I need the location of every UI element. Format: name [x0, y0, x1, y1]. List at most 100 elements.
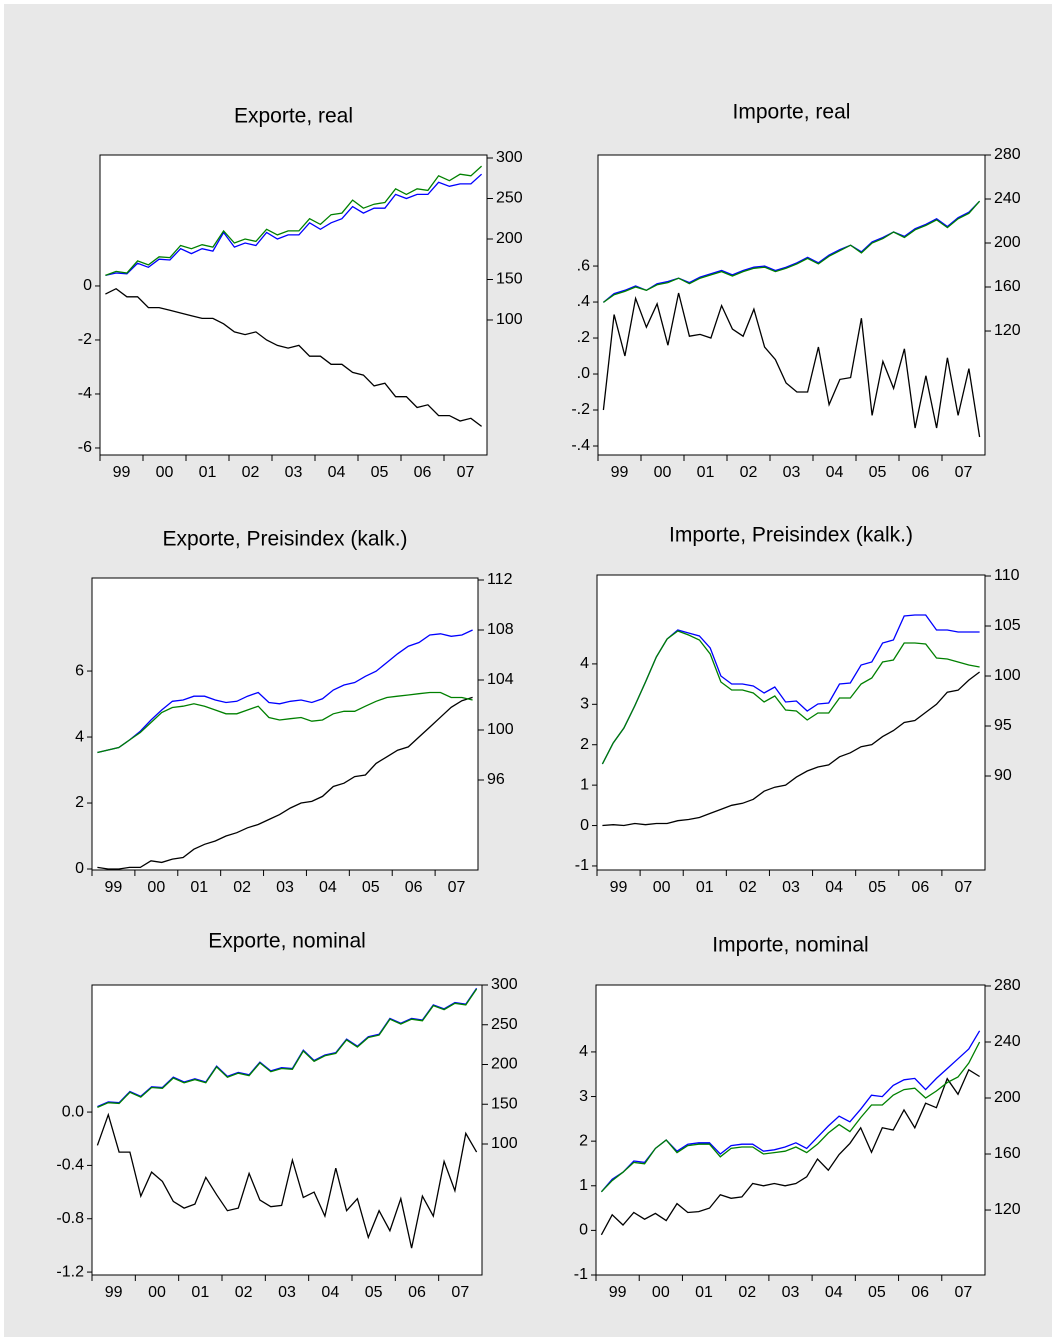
- y-tick-label: 3: [579, 1088, 588, 1105]
- chart-title: Importe, real: [733, 101, 851, 124]
- y2-tick-label: 100: [491, 1135, 518, 1152]
- y-tick-label: -.2: [571, 401, 590, 418]
- y2-tick-label: 300: [496, 149, 523, 166]
- y-tick-label: 0: [580, 817, 589, 834]
- x-tick-label: 07: [955, 464, 973, 481]
- x-tick-label: 01: [697, 464, 715, 481]
- x-tick-label: 05: [365, 1284, 383, 1301]
- x-tick-label: 07: [955, 879, 973, 896]
- y-tick-label: .4: [577, 293, 590, 310]
- x-tick-label: 00: [652, 1284, 670, 1301]
- y-tick-label: 2: [580, 736, 589, 753]
- y2-tick-label: 110: [994, 567, 1020, 584]
- y2-tick-label: 96: [487, 771, 505, 788]
- y-tick-label: -0.4: [56, 1157, 84, 1174]
- series-line: [602, 671, 980, 827]
- series-line: [600, 1068, 980, 1236]
- chart-title: Exporte, real: [234, 105, 353, 128]
- x-tick-label: 03: [782, 1284, 800, 1301]
- y-tick-label: 0: [75, 860, 84, 877]
- y-tick-label: .6: [577, 257, 590, 274]
- x-tick-label: 04: [826, 464, 844, 481]
- x-tick-label: 05: [371, 464, 389, 481]
- x-tick-label: 03: [278, 1284, 296, 1301]
- y2-tick-label: 240: [994, 1033, 1021, 1050]
- series-line: [601, 630, 980, 765]
- x-tick-label: 07: [448, 879, 466, 896]
- x-tick-label: 02: [738, 1284, 756, 1301]
- x-tick-label: 06: [911, 879, 929, 896]
- x-tick-label: 99: [113, 464, 131, 481]
- x-tick-label: 05: [869, 464, 887, 481]
- x-tick-label: 07: [457, 464, 475, 481]
- x-tick-label: 06: [414, 464, 432, 481]
- x-tick-label: 99: [610, 879, 628, 896]
- x-tick-label: 02: [739, 879, 757, 896]
- x-tick-label: 03: [783, 464, 801, 481]
- series-line: [96, 1112, 478, 1249]
- y-tick-label: -1.2: [56, 1263, 84, 1280]
- chart-title: Importe, Preisindex (kalk.): [669, 524, 913, 547]
- y2-tick-label: 200: [496, 230, 523, 247]
- x-tick-label: 00: [653, 879, 671, 896]
- y-tick-label: -4: [78, 385, 92, 402]
- x-tick-label: 01: [696, 879, 714, 896]
- y2-tick-label: 160: [994, 278, 1021, 295]
- y-tick-label: 1: [580, 776, 589, 793]
- x-tick-label: 07: [451, 1284, 469, 1301]
- y2-tick-label: 100: [496, 311, 523, 328]
- y2-tick-label: 200: [994, 1089, 1021, 1106]
- y-tick-label: -.4: [571, 437, 590, 454]
- plot-area: [91, 577, 479, 871]
- x-tick-label: 06: [405, 879, 423, 896]
- x-tick-label: 06: [912, 464, 930, 481]
- x-tick-label: 01: [695, 1284, 713, 1301]
- chart-title: Exporte, nominal: [208, 930, 366, 953]
- plot-area: [595, 984, 986, 1276]
- plot-area: [91, 984, 483, 1276]
- y2-tick-label: 250: [496, 190, 523, 207]
- y2-tick-label: 100: [994, 667, 1021, 684]
- y2-tick-label: 240: [994, 190, 1021, 207]
- x-tick-label: 00: [156, 464, 174, 481]
- y2-tick-label: 108: [487, 621, 514, 638]
- series-line: [602, 292, 981, 438]
- y-tick-label: 3: [580, 696, 589, 713]
- series-line: [602, 200, 981, 303]
- y2-tick-label: 112: [487, 571, 513, 588]
- y2-tick-label: 95: [994, 717, 1012, 734]
- y-tick-label: 2: [579, 1132, 588, 1149]
- y2-tick-label: 120: [994, 322, 1021, 339]
- y-tick-label: -1: [575, 857, 589, 874]
- y-tick-label: 0.0: [62, 1103, 84, 1120]
- x-tick-label: 06: [408, 1284, 426, 1301]
- x-tick-label: 99: [105, 1284, 123, 1301]
- y2-tick-label: 280: [994, 146, 1021, 163]
- y-tick-label: 1: [579, 1177, 588, 1194]
- plot-area: [99, 154, 488, 456]
- x-tick-label: 00: [147, 879, 165, 896]
- x-tick-label: 03: [285, 464, 303, 481]
- x-tick-label: 01: [190, 879, 208, 896]
- y2-tick-label: 150: [491, 1095, 518, 1112]
- y-tick-label: 2: [75, 794, 84, 811]
- y2-tick-label: 100: [487, 721, 514, 738]
- x-tick-label: 05: [868, 1284, 886, 1301]
- y2-tick-label: 280: [994, 977, 1021, 994]
- series-line: [97, 691, 473, 754]
- y2-tick-label: 90: [994, 767, 1012, 784]
- x-tick-label: 05: [868, 879, 886, 896]
- x-tick-label: 03: [782, 879, 800, 896]
- x-tick-label: 07: [954, 1284, 972, 1301]
- series-line: [105, 165, 483, 277]
- x-tick-label: 02: [235, 1284, 253, 1301]
- y-tick-label: -0.8: [56, 1210, 84, 1227]
- series-line: [97, 629, 473, 754]
- x-tick-label: 99: [611, 464, 629, 481]
- x-tick-label: 00: [148, 1284, 166, 1301]
- x-tick-label: 02: [242, 464, 260, 481]
- series-line: [600, 1041, 981, 1193]
- y-tick-label: -6: [78, 439, 92, 456]
